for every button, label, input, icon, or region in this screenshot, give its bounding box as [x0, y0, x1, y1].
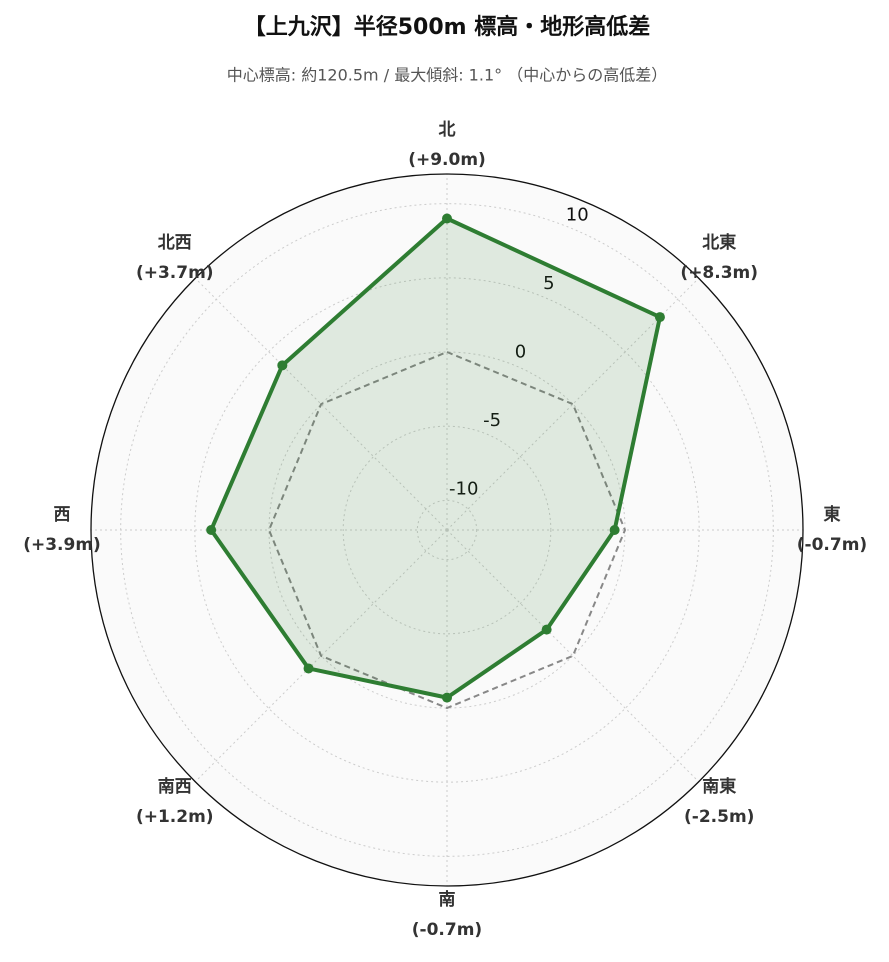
data-point [654, 312, 665, 323]
category-label: 東 [824, 504, 841, 525]
r-tick-label: 10 [566, 205, 589, 226]
plot-border [90, 173, 804, 887]
data-point [277, 360, 288, 371]
chart-title: 【上九沢】半径500m 標高・地形高低差 [244, 14, 651, 40]
category-label: 南 [439, 889, 456, 910]
value-label: (+1.2m) [136, 807, 214, 827]
grid-spoke [446, 529, 700, 783]
data-point [442, 692, 452, 703]
category-label: 南西 [158, 776, 192, 797]
grid-spoke [194, 529, 448, 783]
data-point [541, 624, 552, 635]
value-label: (-0.7m) [412, 920, 482, 940]
r-tick-label: 0 [515, 342, 526, 363]
grid-circle [416, 499, 478, 561]
r-tick-label: -5 [483, 410, 501, 431]
grid-circle [342, 425, 552, 635]
category-label: 西 [54, 505, 71, 525]
value-label: (+3.7m) [136, 263, 214, 283]
category-label: 北東 [702, 232, 736, 253]
r-tick-label: 5 [543, 273, 554, 294]
grid-circle [194, 277, 700, 783]
category-label: 北西 [158, 233, 192, 253]
data-point [303, 663, 314, 674]
category-label: 南東 [702, 776, 736, 797]
value-label: (+3.9m) [23, 535, 101, 555]
r-tick-label: -10 [449, 479, 478, 500]
value-label: (+8.3m) [680, 263, 758, 283]
baseline [267, 350, 627, 710]
category-label: 北 [439, 120, 456, 140]
data-point [609, 525, 620, 535]
value-label: (+9.0m) [408, 150, 486, 170]
data-point [206, 525, 217, 535]
grid-spoke [194, 277, 448, 531]
chart-subtitle: 中心標高: 約120.5m / 最大傾斜: 1.1° （中心からの高低差） [227, 66, 667, 85]
value-label: (-0.7m) [797, 535, 867, 555]
value-label: (-2.5m) [684, 807, 754, 827]
data-point [442, 213, 452, 224]
